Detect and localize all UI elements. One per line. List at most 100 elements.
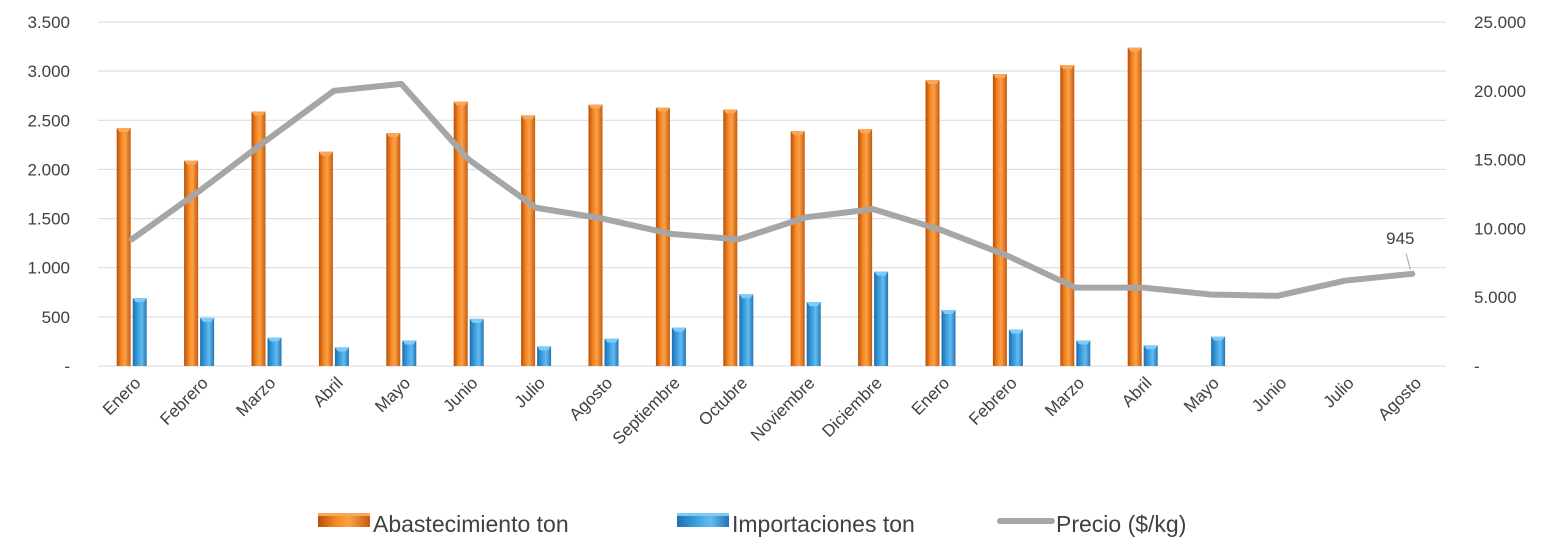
annotations: 945 [1386,229,1414,270]
precio-point [1209,293,1211,295]
importaciones-bar-cap [604,338,619,343]
legend-abastecimiento-label: Abastecimiento ton [373,511,569,537]
importaciones-bar [334,347,349,366]
importaciones-bar-cap [874,271,889,276]
precio-point [1074,287,1076,289]
bars [116,47,1226,367]
legend-importaciones-swatch-cap [677,513,729,516]
x-tick-label: Diciembre [818,373,886,441]
abastecimiento-bar-cap [723,109,738,114]
precio-point [1277,295,1278,297]
abastecimiento-bar [588,104,603,366]
importaciones-bar [806,302,821,366]
importaciones-bar [1008,329,1023,366]
importaciones-bar [200,317,215,366]
x-tick-label: Enero [908,373,954,419]
importaciones-bar [941,309,956,366]
abastecimiento-bar [1060,65,1075,366]
precio-point [198,190,200,192]
y-right-tick-label: 15.000 [1474,151,1526,170]
abastecimiento-bar-cap [251,111,266,116]
abastecimiento-bar [655,107,670,366]
abastecimiento-bar-cap [790,131,805,136]
precio-point [1007,255,1009,257]
importaciones-bar-cap [334,347,349,352]
x-tick-label: Noviembre [747,373,819,445]
importaciones-bar-cap [537,346,552,351]
importaciones-bar-cap [132,298,147,303]
importaciones-bar [537,346,552,366]
y-left-tick-label: 2.500 [27,111,70,130]
x-tick-label: Enero [99,373,145,419]
abastecimiento-bar [184,160,199,366]
importaciones-bar-cap [1008,329,1023,334]
importaciones-bar-cap [1211,336,1226,341]
importaciones-bar [469,318,484,366]
x-tick-label: Agosto [565,373,616,424]
abastecimiento-bar-cap [318,151,333,156]
price-line-layer [128,80,1416,299]
precio-line [128,80,1416,299]
x-tick-label: Agosto [1374,373,1425,424]
y-left-tick-label: 1.500 [27,210,70,229]
annotation-label: 945 [1386,229,1414,248]
importaciones-bar [402,340,417,366]
precio-point [1411,273,1413,275]
abastecimiento-bar-cap [386,133,401,138]
abastecimiento-bar [925,79,940,366]
precio-point [400,83,402,85]
abastecimiento-bar-cap [453,101,468,106]
importaciones-bar [671,327,686,366]
abastecimiento-bar-cap [1060,65,1075,70]
importaciones-bar [267,337,282,366]
y-left-tick-label: 2.000 [27,160,70,179]
importaciones-bar-cap [739,294,754,299]
abastecimiento-bar [318,151,333,366]
x-tick-label: Abril [309,373,346,410]
legend-precio-label: Precio ($/kg) [1056,511,1186,537]
x-tick-label: Febrero [156,373,212,429]
importaciones-bar [1076,340,1091,366]
importaciones-bar-cap [806,302,821,307]
x-tick-label: Febrero [965,373,1021,429]
abastecimiento-bar-cap [925,79,940,84]
x-tick-label: Junio [439,373,481,415]
y-right-tick-label: 25.000 [1474,13,1526,32]
importaciones-bar-cap [941,309,956,314]
x-tick-label: Mayo [1180,373,1223,416]
precio-point [670,233,672,235]
x-tick-label: Julio [511,373,549,411]
abastecimiento-bar [992,74,1007,366]
precio-point [468,159,470,161]
importaciones-bar [132,298,147,366]
precio-point [805,216,807,218]
abastecimiento-bar-cap [858,129,873,134]
x-tick-label: Mayo [371,373,414,416]
precio-point [131,238,133,240]
precio-point [737,238,739,240]
importaciones-bar [1143,345,1158,366]
x-tick-label: Junio [1248,373,1290,415]
precio-point [333,90,335,92]
abastecimiento-bar [116,128,131,366]
legend-importaciones-label: Importaciones ton [732,511,915,537]
y-left-tick-label: 1.000 [27,259,70,278]
gridlines [98,21,1446,367]
x-tick-label: Julio [1320,373,1358,411]
precio-point [535,207,537,209]
x-tick-label: Octubre [695,373,751,429]
precio-point [940,229,941,231]
importaciones-bar-cap [469,318,484,323]
abastecimiento-bar-cap [521,115,536,120]
legend: Abastecimiento ton Importaciones ton Preci… [318,511,1186,537]
precio-point [1344,280,1346,282]
annotation-leader [1405,253,1411,270]
x-tick-label: Abril [1118,373,1155,410]
legend-abastecimiento-swatch [318,513,370,527]
precio-point [872,208,874,210]
abastecimiento-bar [521,115,536,366]
abastecimiento-bar [858,129,873,366]
importaciones-bar-cap [671,327,686,332]
precio-point [1142,287,1144,289]
